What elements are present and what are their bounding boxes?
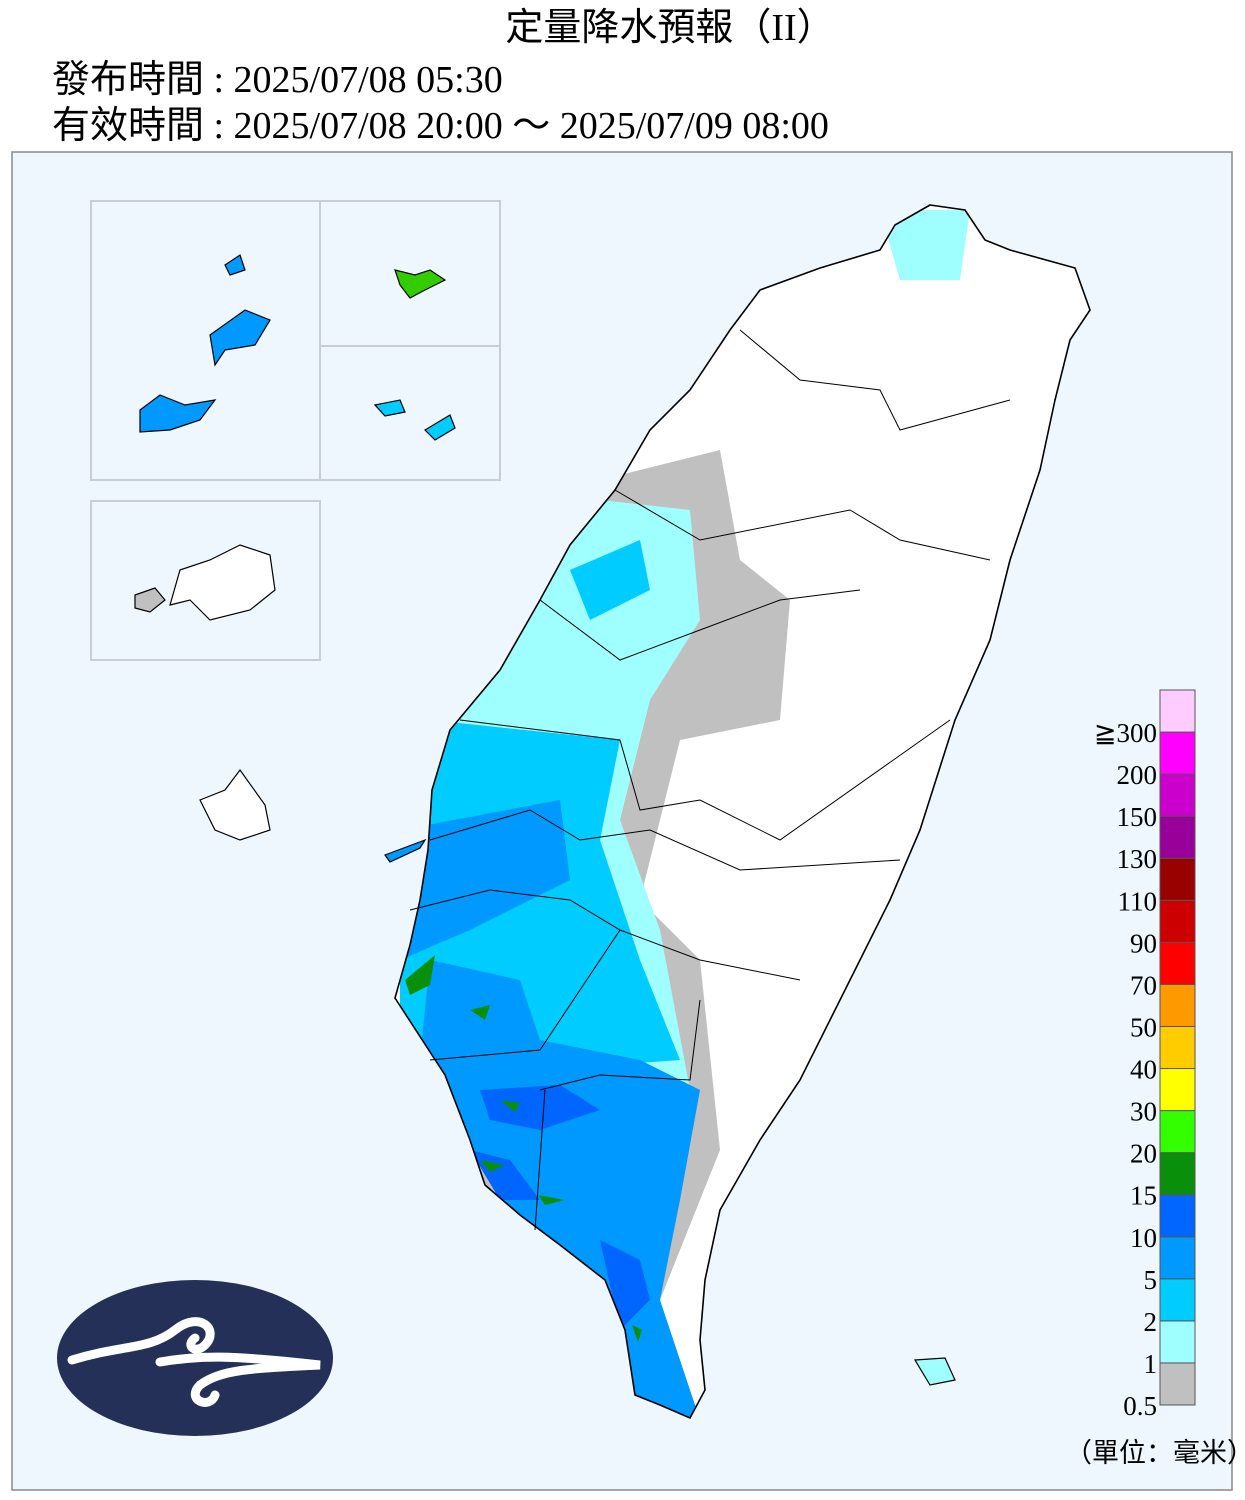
legend-label: ≧300	[1094, 718, 1157, 748]
legend-swatch	[1159, 1236, 1196, 1280]
legend-label: 1	[1144, 1349, 1158, 1379]
legend: 0.5 1 2 5 10 15 20 30 40 50 70 90 110 130 150 200 ≧300	[1094, 689, 1196, 1421]
legend-swatch	[1159, 1278, 1196, 1322]
legend-label: 70	[1130, 970, 1157, 1000]
unit-label: （單位：毫米）	[1065, 1438, 1245, 1468]
legend-swatch	[1159, 857, 1196, 901]
title: 定量降水預報（II）	[505, 7, 834, 49]
legend-swatch	[1159, 731, 1196, 775]
legend-swatch	[1159, 1068, 1196, 1112]
legend-swatch	[1159, 1362, 1196, 1406]
legend-label: 15	[1130, 1181, 1157, 1211]
legend-label: 20	[1130, 1139, 1157, 1169]
legend-label: 130	[1117, 844, 1158, 874]
legend-swatch	[1159, 899, 1196, 943]
legend-label: 30	[1130, 1097, 1157, 1127]
legend-label: 50	[1130, 1012, 1157, 1042]
valid-time: 有效時間 : 2025/07/08 20:00 ～ 2025/07/09 08:…	[52, 105, 829, 147]
legend-label: 40	[1130, 1055, 1157, 1085]
legend-label: 90	[1130, 928, 1157, 958]
legend-swatch	[1159, 1320, 1196, 1364]
legend-swatch	[1159, 983, 1196, 1027]
county-borders	[409, 329, 1011, 1231]
legend-swatch	[1159, 1194, 1196, 1238]
legend-label: 5	[1144, 1265, 1158, 1295]
legend-label: 110	[1118, 886, 1158, 916]
legend-swatch	[1159, 1025, 1196, 1070]
legend-label: 2	[1144, 1307, 1158, 1337]
legend-swatch	[1159, 689, 1196, 733]
legend-label: 10	[1130, 1223, 1157, 1253]
inset-boxes	[90, 200, 501, 661]
legend-swatch	[1159, 1152, 1196, 1196]
cwa-logo	[57, 1280, 333, 1436]
inset-islands	[134, 254, 956, 1386]
legend-label: 200	[1117, 760, 1158, 790]
legend-swatch	[1159, 815, 1196, 859]
legend-label: 150	[1117, 802, 1158, 832]
legend-swatch	[1159, 941, 1196, 985]
legend-swatch	[1159, 1110, 1196, 1154]
legend-swatch	[1159, 773, 1196, 817]
issued-time: 發布時間 : 2025/07/08 05:30	[52, 59, 503, 101]
legend-label: 0.5	[1123, 1391, 1157, 1421]
